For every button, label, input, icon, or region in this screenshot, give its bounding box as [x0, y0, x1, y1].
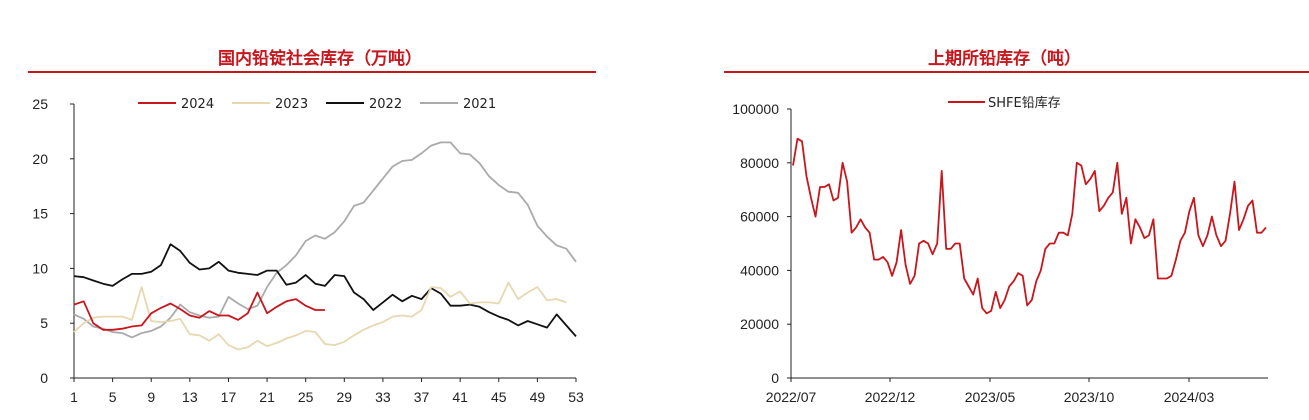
x-tick-label: 1 [70, 389, 78, 405]
chart-title: 国内铅锭社会库存（万吨） [218, 49, 422, 69]
x-tick-label: 37 [414, 389, 430, 405]
legend-label-shfe: SHFE铅库存 [988, 95, 1061, 111]
legend-label-2021: 2021 [463, 97, 496, 112]
domestic-lead-inventory-chart: 国内铅锭社会库存（万吨） 0 5 10 15 20 25 1 5 9 13 17 21 25 29 33 37… [0, 0, 640, 420]
y-tick-label: 0 [40, 370, 48, 386]
series-line-shfe [792, 137, 1267, 315]
x-tick-label: 25 [298, 389, 314, 405]
y-tick-label: 20 [32, 151, 48, 167]
chart-title: 上期所铅库存（吨） [928, 49, 1081, 69]
x-tick-label: 2024/03 [1164, 389, 1215, 405]
y-tick-label: 80000 [740, 155, 779, 171]
y-tick-label: 0 [771, 370, 779, 386]
y-tick-label: 60000 [740, 209, 779, 225]
x-tick-label: 2023/10 [1064, 389, 1115, 405]
x-tick-label: 45 [491, 389, 507, 405]
y-tick-label: 20000 [740, 316, 779, 332]
y-tick-label: 100000 [732, 101, 779, 117]
x-tick-label: 21 [259, 389, 275, 405]
shfe-lead-inventory-chart: 上期所铅库存（吨） 0 20000 40000 60000 80000 100000 202… [700, 0, 1309, 420]
y-tick-label: 40000 [740, 262, 779, 278]
series-line-2021 [73, 141, 577, 339]
y-tick-label: 25 [32, 96, 48, 112]
title-underline [28, 71, 596, 73]
x-tick-label: 53 [568, 389, 584, 405]
x-tick-label: 17 [221, 389, 237, 405]
x-tick-label: 29 [337, 389, 353, 405]
legend-label-2024: 2024 [181, 97, 214, 112]
x-tick-label: 13 [182, 389, 198, 405]
x-tick-label: 33 [375, 389, 391, 405]
y-tick-label: 5 [40, 315, 48, 331]
legend-label-2023: 2023 [275, 97, 308, 112]
series-line-2024 [73, 291, 325, 331]
x-tick-label: 2022/12 [865, 389, 916, 405]
line-chart-plot: 0 20000 40000 60000 80000 100000 2022/07 2022/1… [732, 95, 1268, 405]
legend-label-2022: 2022 [369, 97, 402, 112]
x-tick-label: 2023/05 [965, 389, 1016, 405]
x-tick-label: 5 [109, 389, 117, 405]
title-underline [724, 71, 1309, 73]
series-line-2022 [73, 243, 577, 337]
x-tick-label: 41 [452, 389, 468, 405]
y-tick-label: 10 [32, 260, 48, 276]
y-tick-label: 15 [32, 206, 48, 222]
x-tick-label: 9 [147, 389, 155, 405]
series-line-2023 [73, 281, 567, 351]
x-tick-label: 49 [530, 389, 546, 405]
x-tick-label: 2022/07 [766, 389, 817, 405]
